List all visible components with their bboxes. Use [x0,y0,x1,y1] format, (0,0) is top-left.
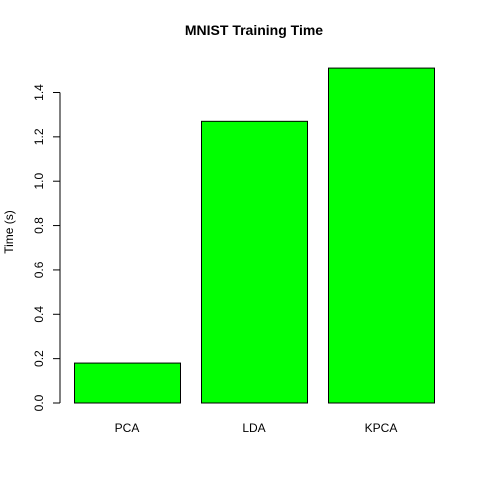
y-tick-label: 1.0 [32,173,46,190]
chart-title: MNIST Training Time [185,22,323,38]
x-axis-labels: PCA LDA KPCA [115,421,398,435]
y-tick-label: 0.2 [32,350,46,367]
y-axis-label: Time (s) [2,210,16,254]
y-tick-label: 0.8 [32,217,46,234]
y-tick-label: 0.4 [32,306,46,323]
bars-group [74,67,435,404]
x-category-label: LDA [242,421,265,435]
bar-kpca [328,67,435,404]
y-tick-label: 0.6 [32,261,46,278]
bar-pca [74,362,181,404]
x-category-label: KPCA [365,421,398,435]
y-tick-label: 0.0 [32,394,46,411]
bar-lda [201,120,308,404]
y-axis: 0.0 0.2 0.4 0.6 0.8 1.0 1.2 1.4 [32,84,61,411]
y-tick-label: 1.2 [32,128,46,145]
x-category-label: PCA [115,421,140,435]
y-tick-label: 1.4 [32,84,46,101]
